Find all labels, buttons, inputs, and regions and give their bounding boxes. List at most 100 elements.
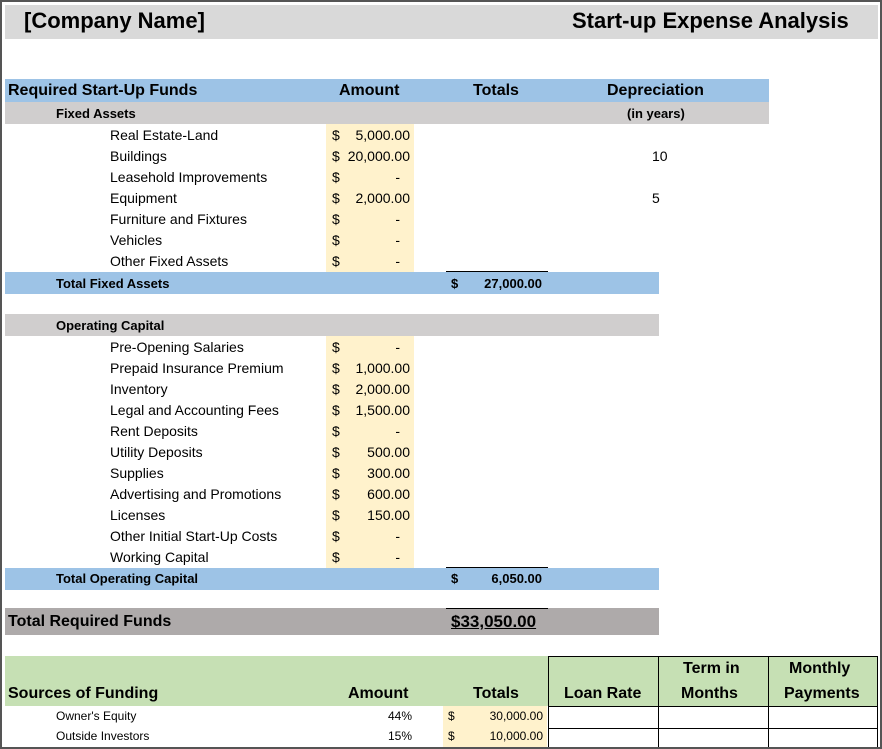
operating-capital-label: Advertising and Promotions: [110, 486, 282, 502]
operating-capital-section-label: Operating Capital: [56, 318, 165, 333]
title-band: [5, 5, 878, 39]
term-heading-line-2: Months: [681, 685, 738, 702]
total-required-funds-rule: [446, 608, 548, 609]
funding-row-rule: [548, 728, 878, 729]
funding-totals-column: [443, 706, 547, 747]
funding-source-percent[interactable]: 44%: [387, 709, 412, 723]
total-fixed-assets-value[interactable]: 27,000.00: [484, 276, 542, 291]
total-required-funds-value[interactable]: $33,050.00: [451, 612, 537, 631]
fixed-asset-dollar: $: [332, 190, 340, 206]
funding-source-dollar: $: [448, 729, 455, 743]
operating-capital-amount-cell[interactable]: 1,000.00: [355, 360, 411, 376]
loan-rate-column: [548, 656, 658, 747]
operating-capital-amount-cell[interactable]: 600.00: [367, 486, 410, 502]
operating-capital-label: Other Initial Start-Up Costs: [110, 528, 278, 544]
funding-source-label: Owner's Equity: [56, 709, 137, 723]
fixed-asset-label: Furniture and Fixtures: [110, 211, 247, 227]
funding-amount-heading: Amount: [348, 685, 409, 702]
operating-capital-amount-cell[interactable]: -: [395, 423, 400, 439]
operating-capital-label: Supplies: [110, 465, 164, 481]
total-operating-capital-band: [5, 568, 659, 590]
funding-source-dollar: $: [448, 709, 455, 723]
funding-source-total[interactable]: 10,000.00: [489, 729, 543, 743]
funding-source-label: Outside Investors: [56, 729, 150, 743]
fixed-assets-section-label: Fixed Assets: [56, 106, 136, 121]
total-operating-capital-value[interactable]: 6,050.00: [491, 571, 542, 586]
totals-column-heading: Totals: [473, 82, 519, 99]
operating-capital-dollar: $: [332, 444, 340, 460]
total-fixed-assets-rule: [446, 271, 548, 272]
funding-source-percent[interactable]: 15%: [387, 729, 412, 743]
funding-header-rule: [548, 706, 878, 707]
fixed-asset-dollar: $: [332, 211, 340, 227]
operating-capital-dollar: $: [332, 360, 340, 376]
operating-capital-amount-cell[interactable]: -: [395, 549, 400, 565]
total-operating-capital-dollar: $: [451, 571, 459, 586]
fixed-asset-depreciation-cell[interactable]: 5: [652, 190, 660, 206]
operating-capital-amount-cell[interactable]: 500.00: [367, 444, 410, 460]
monthly-heading-line-1: Monthly: [789, 660, 851, 677]
operating-capital-label: Inventory: [110, 381, 168, 397]
fixed-asset-amount-cell[interactable]: -: [395, 211, 400, 227]
operating-capital-label: Working Capital: [110, 549, 209, 565]
operating-capital-dollar: $: [332, 465, 340, 481]
operating-capital-dollar: $: [332, 507, 340, 523]
operating-capital-dollar: $: [332, 549, 340, 565]
operating-capital-amount-cell[interactable]: 150.00: [367, 507, 410, 523]
fixed-asset-amount-cell[interactable]: -: [395, 169, 400, 185]
operating-capital-label: Rent Deposits: [110, 423, 198, 439]
operating-capital-label: Prepaid Insurance Premium: [110, 360, 284, 376]
required-funds-heading: Required Start-Up Funds: [8, 82, 198, 99]
operating-capital-amount-cell[interactable]: 300.00: [367, 465, 410, 481]
fixed-asset-label: Buildings: [110, 148, 167, 164]
total-operating-capital-rule: [446, 567, 548, 568]
operating-capital-amount-column: [326, 336, 414, 568]
operating-capital-amount-cell[interactable]: -: [395, 528, 400, 544]
fixed-asset-label: Equipment: [110, 190, 177, 206]
fixed-asset-dollar: $: [332, 253, 340, 269]
depreciation-unit-label: (in years): [627, 106, 685, 121]
fixed-assets-header-band: [5, 102, 769, 124]
required-funds-header-band: [5, 79, 769, 102]
operating-capital-dollar: $: [332, 528, 340, 544]
fixed-asset-dollar: $: [332, 232, 340, 248]
sheet-title: Start-up Expense Analysis: [572, 8, 849, 33]
fixed-asset-dollar: $: [332, 127, 340, 143]
fixed-asset-amount-cell[interactable]: 20,000.00: [347, 148, 410, 164]
term-column: [658, 656, 768, 747]
operating-capital-amount-cell[interactable]: -: [395, 339, 400, 355]
monthly-heading-line-2: Payments: [784, 685, 860, 702]
operating-capital-amount-cell[interactable]: 1,500.00: [355, 402, 411, 418]
fixed-asset-amount-cell[interactable]: -: [395, 232, 400, 248]
operating-capital-header-band: [5, 314, 659, 336]
sources-of-funding-heading: Sources of Funding: [8, 685, 159, 702]
total-operating-capital-label: Total Operating Capital: [56, 571, 199, 586]
operating-capital-label: Utility Deposits: [110, 444, 203, 460]
operating-capital-dollar: $: [332, 402, 340, 418]
company-name-cell[interactable]: [Company Name]: [24, 8, 205, 33]
fixed-assets-amount-column: [326, 124, 414, 272]
fixed-asset-depreciation-cell[interactable]: 10: [652, 148, 668, 164]
operating-capital-dollar: $: [332, 339, 340, 355]
funding-source-total[interactable]: 30,000.00: [489, 709, 543, 723]
operating-capital-dollar: $: [332, 381, 340, 397]
total-required-funds-label: Total Required Funds: [8, 613, 172, 630]
operating-capital-amount-cell[interactable]: 2,000.00: [355, 381, 411, 397]
operating-capital-label: Pre-Opening Salaries: [110, 339, 244, 355]
funding-totals-heading: Totals: [473, 685, 519, 702]
fixed-asset-amount-cell[interactable]: -: [395, 253, 400, 269]
sources-of-funding-header-band: [5, 656, 878, 706]
fixed-asset-amount-cell[interactable]: 2,000.00: [355, 190, 411, 206]
fixed-asset-label: Other Fixed Assets: [110, 253, 229, 269]
fixed-asset-amount-cell[interactable]: 5,000.00: [355, 127, 411, 143]
operating-capital-dollar: $: [332, 423, 340, 439]
fixed-asset-label: Vehicles: [110, 232, 163, 248]
total-fixed-assets-band: [5, 272, 659, 294]
term-heading-line-1: Term in: [683, 660, 740, 677]
fixed-asset-label: Leasehold Improvements: [110, 169, 268, 185]
total-required-funds-band: [5, 608, 659, 635]
fixed-asset-dollar: $: [332, 148, 340, 164]
fixed-asset-label: Real Estate-Land: [110, 127, 219, 143]
total-fixed-assets-dollar: $: [451, 276, 459, 291]
